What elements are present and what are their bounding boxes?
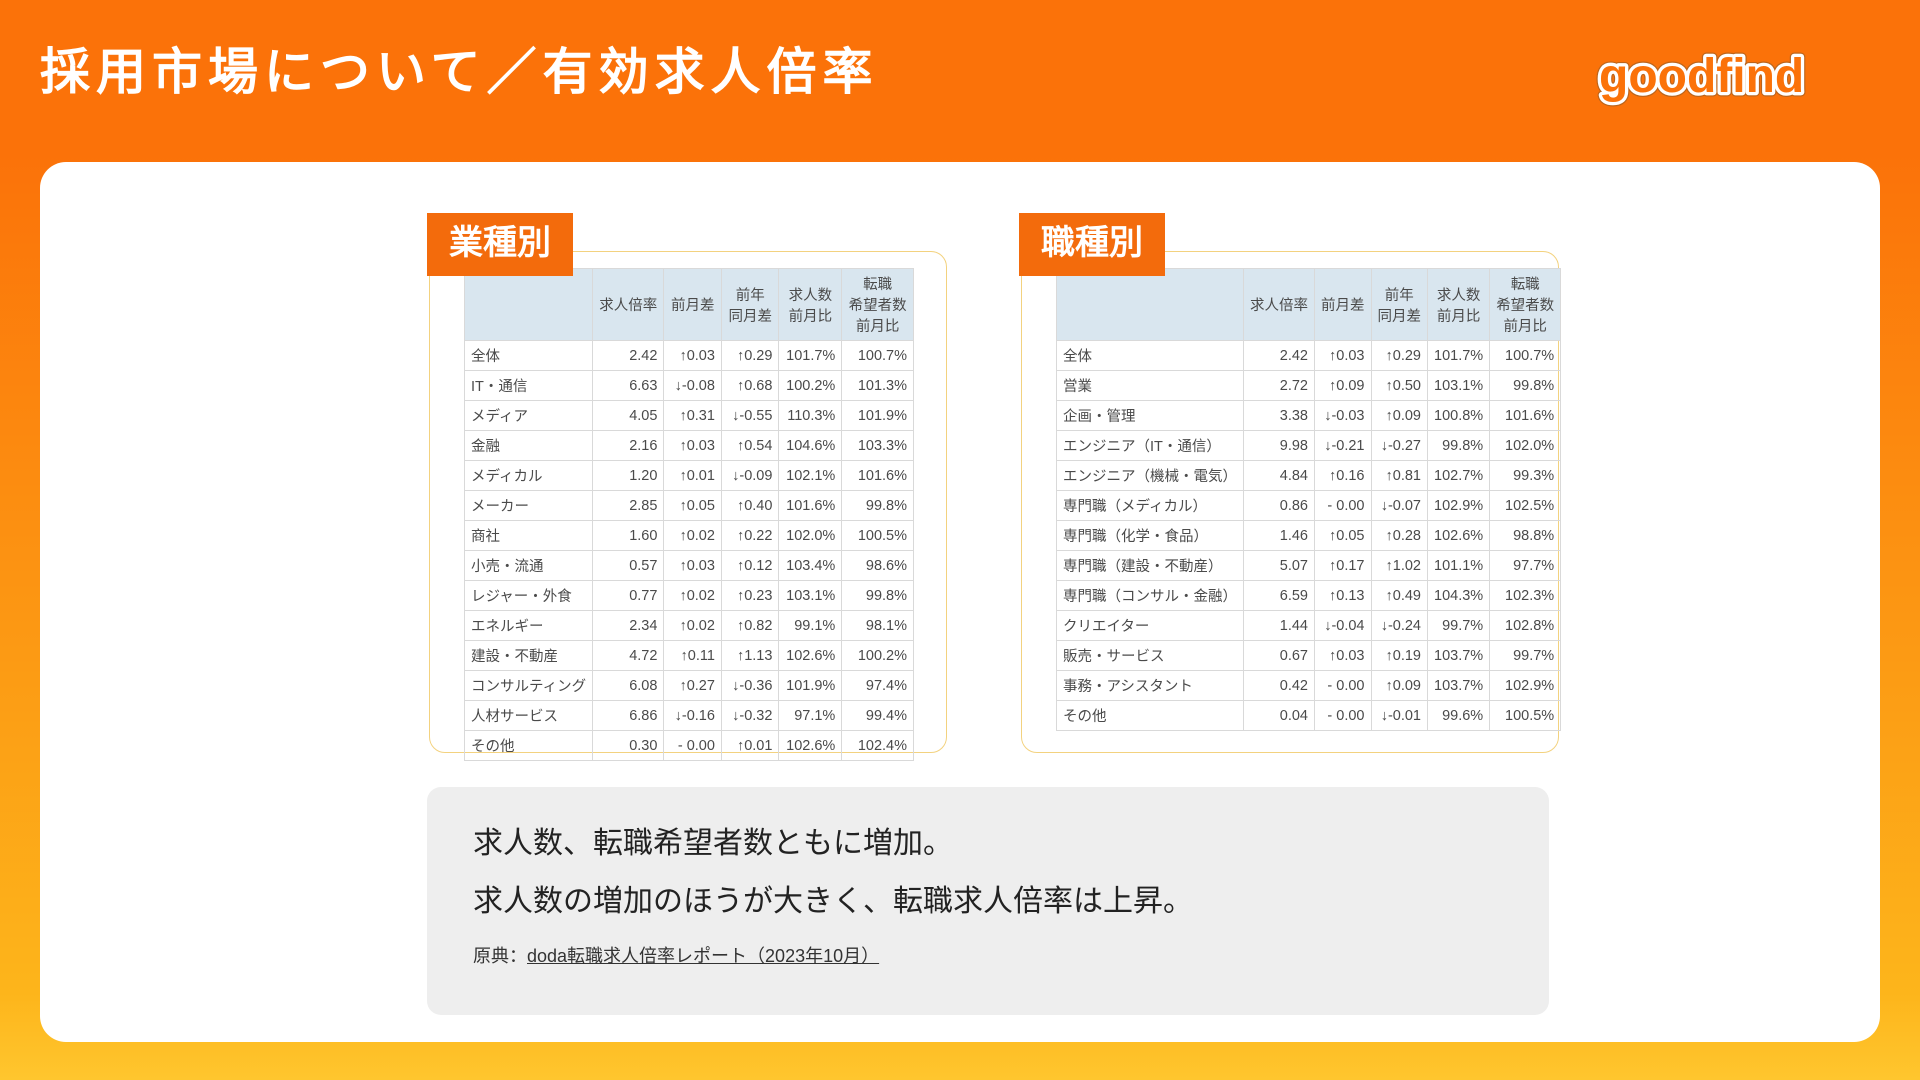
svg-text:goodfind: goodfind — [1599, 50, 1804, 103]
